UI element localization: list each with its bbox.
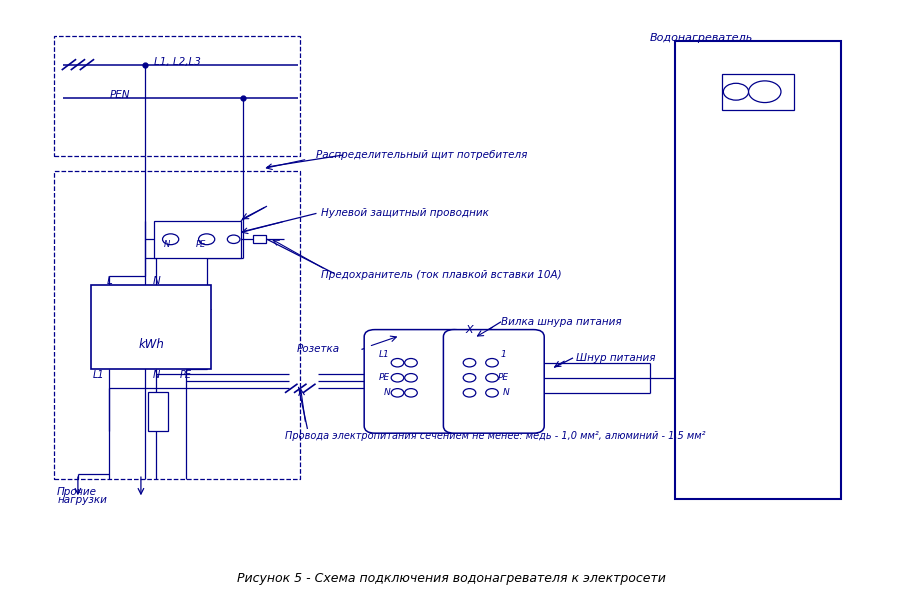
Text: Предохранитель (ток плавкой вставки 10А): Предохранитель (ток плавкой вставки 10А) (320, 270, 561, 280)
Circle shape (391, 388, 403, 397)
Text: Рисунок 5 - Схема подключения водонагревателя к электросети: Рисунок 5 - Схема подключения водонагрев… (237, 572, 665, 585)
Circle shape (723, 83, 748, 100)
Circle shape (404, 359, 417, 367)
Text: Водонагреватель: Водонагреватель (649, 33, 752, 42)
Text: Вилка шнура питания: Вилка шнура питания (501, 317, 621, 327)
Circle shape (463, 359, 475, 367)
Circle shape (391, 373, 403, 382)
Text: PE: PE (378, 373, 389, 382)
Bar (148, 392, 168, 431)
Circle shape (463, 373, 475, 382)
Circle shape (404, 373, 417, 382)
Text: L1: L1 (93, 370, 105, 380)
Text: Провода электропитания сечением не менее: медь - 1,0 мм², алюминий - 1,5 мм²: Провода электропитания сечением не менее… (285, 431, 704, 441)
Text: kWh: kWh (139, 338, 164, 351)
Text: нагрузки: нагрузки (57, 495, 107, 505)
Circle shape (391, 359, 403, 367)
Circle shape (404, 388, 417, 397)
Text: L: L (106, 276, 112, 286)
Text: 1: 1 (501, 350, 506, 359)
Text: PE: PE (196, 240, 207, 249)
Text: N: N (152, 370, 160, 380)
Bar (154, 221, 241, 258)
Text: N: N (382, 388, 390, 397)
Circle shape (748, 81, 780, 103)
Text: Прочие: Прочие (57, 486, 97, 497)
Bar (53, 36, 300, 155)
Text: N: N (164, 240, 170, 249)
Text: N: N (152, 276, 160, 286)
Circle shape (463, 388, 475, 397)
Text: PE: PE (498, 373, 509, 382)
Text: PEN: PEN (109, 90, 130, 100)
Text: Шнур питания: Шнур питания (575, 353, 655, 363)
Bar (674, 41, 841, 499)
Text: PE: PE (179, 370, 192, 380)
Text: Распределительный щит потребителя: Распределительный щит потребителя (316, 150, 528, 160)
Text: Розетка: Розетка (297, 344, 339, 355)
Bar (91, 285, 211, 369)
Text: N: N (502, 388, 510, 397)
Circle shape (227, 235, 240, 243)
Text: Нулевой защитный проводник: Нулевой защитный проводник (320, 208, 488, 218)
FancyBboxPatch shape (443, 330, 544, 433)
Bar (721, 74, 793, 110)
Bar (53, 171, 300, 479)
Text: L1, L2,L3: L1, L2,L3 (154, 57, 201, 67)
FancyBboxPatch shape (364, 330, 465, 433)
Circle shape (162, 234, 179, 244)
Circle shape (485, 359, 498, 367)
Circle shape (485, 373, 498, 382)
Bar (253, 235, 266, 243)
Text: X: X (465, 325, 473, 335)
Circle shape (485, 388, 498, 397)
Circle shape (198, 234, 215, 244)
Text: L1: L1 (378, 350, 389, 359)
